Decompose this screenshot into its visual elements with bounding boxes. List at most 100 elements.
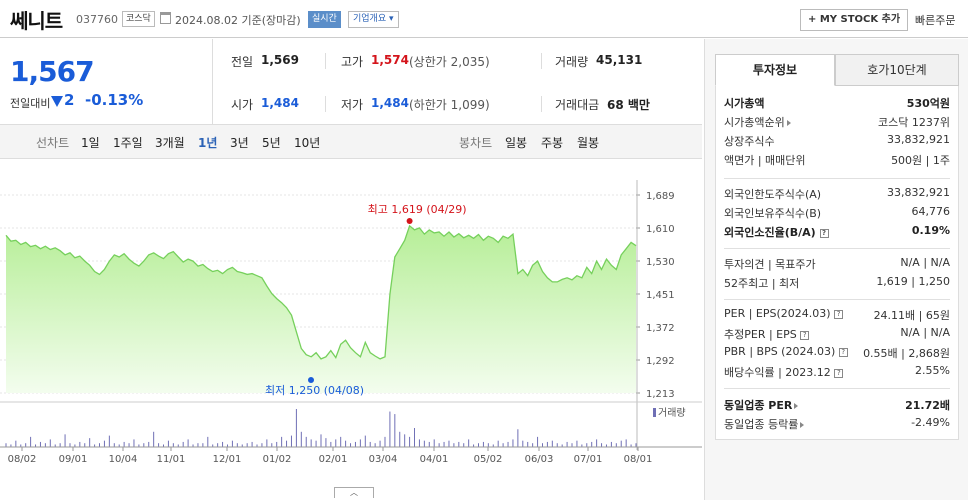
quick-order-link[interactable]: 빠른주문 xyxy=(915,14,956,27)
sector-per-label: 동일업종 PER xyxy=(724,397,799,413)
help-icon[interactable]: ? xyxy=(838,347,848,357)
market-cap-value: 530억원 xyxy=(906,97,950,110)
info-row: 시가총액 530억원 xyxy=(724,95,950,113)
prev-close-label: 전일 xyxy=(231,55,254,69)
investment-info-panel: 투자정보 호가10단계 시가총액 530억원 시가총액순위 코스닥 1237위 … xyxy=(704,39,968,500)
low-value: 1,484 xyxy=(371,96,409,110)
tab-line-chart[interactable]: 선차트 xyxy=(36,136,70,150)
pbr-bps-label: PBR | BPS (2024.03) ? xyxy=(724,345,848,358)
help-icon[interactable]: ? xyxy=(819,228,829,238)
info-row: PER | EPS(2024.03) ? 24.11배 | 65원 xyxy=(724,307,950,325)
tab-candle-monthly[interactable]: 월봉 xyxy=(577,136,600,150)
change-value: 2 xyxy=(64,91,75,109)
low-annotation: 최저 1,250 (04/08) xyxy=(265,384,364,397)
down-arrow-icon xyxy=(51,96,63,107)
tab-period-1d[interactable]: 1일 xyxy=(81,136,100,150)
low-marker xyxy=(308,377,314,383)
foreign-ratio-value: 0.19% xyxy=(911,224,950,237)
divider xyxy=(541,53,542,69)
sector-change-value: -2.49% xyxy=(911,416,950,429)
price-stats: 전일 1,569 고가 1,574 (상한가 2,035) 거래량 45,131… xyxy=(212,39,702,125)
x-tick-label: 10/04 xyxy=(109,454,138,465)
info-row: 배당수익률 | 2023.12 ? 2.55% xyxy=(724,364,950,382)
info-row[interactable]: 시가총액순위 코스닥 1237위 xyxy=(724,114,950,132)
52w-range-label: 52주최고 | 최저 xyxy=(724,277,800,290)
market-badge: 코스닥 xyxy=(122,11,155,27)
y-tick-label: 1,292 xyxy=(646,356,675,367)
market-cap-rank-label: 시가총액순위 xyxy=(724,114,791,130)
help-icon[interactable]: ? xyxy=(800,330,810,340)
market-cap-rank-value: 코스닥 1237위 xyxy=(878,116,950,129)
dividend-yield-label: 배당수익률 | 2023.12 ? xyxy=(724,364,844,380)
tab-candle-daily[interactable]: 일봉 xyxy=(505,136,528,150)
tab-period-3m[interactable]: 3개월 xyxy=(155,136,185,150)
est-per-value: N/A | N/A xyxy=(900,326,950,339)
volume-value: 45,131 xyxy=(596,53,643,67)
price-chart[interactable]: 1,689 1,610 1,530 1,451 1,372 1,292 1,213 08/0… xyxy=(0,160,702,490)
x-tick-label: 01/02 xyxy=(263,454,292,465)
help-icon[interactable]: ? xyxy=(834,309,844,319)
high-annotation: 최고 1,619 (04/29) xyxy=(368,203,467,216)
face-value-label: 액면가 | 매매단위 xyxy=(724,154,806,167)
arrow-right-icon xyxy=(794,403,799,409)
x-tick-label: 04/01 xyxy=(420,454,449,465)
y-tick-label: 1,213 xyxy=(646,389,675,400)
divider xyxy=(724,248,950,249)
divider xyxy=(325,53,326,69)
volume-legend: 거래량 xyxy=(658,407,686,419)
company-overview-button[interactable]: 기업개요 ▾ xyxy=(348,11,399,28)
per-eps-value: 24.11배 | 65원 xyxy=(873,309,950,322)
x-tick-label: 11/01 xyxy=(157,454,186,465)
chart-collapse-button[interactable]: ︿ xyxy=(334,487,374,498)
stock-name: 쎄니트 xyxy=(10,9,63,33)
trading-amount-value: 68 백만 xyxy=(607,98,650,112)
listed-shares-value: 33,832,921 xyxy=(887,133,950,146)
tab-period-3y[interactable]: 3년 xyxy=(230,136,249,150)
info-row[interactable]: 동일업종 등락률 -2.49% xyxy=(724,416,950,434)
sector-per-value: 21.72배 xyxy=(905,399,950,412)
info-row: 추정PER | EPS ? N/A | N/A xyxy=(724,326,950,344)
realtime-button[interactable]: 실시간 xyxy=(308,11,341,28)
lower-limit: (하한가 1,099) xyxy=(409,98,490,112)
info-row: 외국인보유주식수(B) 64,776 xyxy=(724,205,950,223)
tab-candle-chart[interactable]: 봉차트 xyxy=(459,136,493,150)
current-price: 1,567 xyxy=(10,55,95,88)
add-mystock-button[interactable]: + MY STOCK 추가 xyxy=(800,9,909,31)
y-tick-label: 1,610 xyxy=(646,224,675,235)
low-label: 저가 xyxy=(341,98,364,112)
tab-order-book[interactable]: 호가10단계 xyxy=(835,54,959,86)
tab-period-1y[interactable]: 1년 xyxy=(198,136,218,150)
tab-period-1w[interactable]: 1주일 xyxy=(113,136,143,150)
x-tick-label: 08/01 xyxy=(624,454,653,465)
x-tick-label: 12/01 xyxy=(213,454,242,465)
x-tick-label: 09/01 xyxy=(59,454,88,465)
market-cap-label: 시가총액 xyxy=(724,97,765,110)
arrow-right-icon xyxy=(786,120,791,126)
y-tick-label: 1,372 xyxy=(646,323,675,334)
investment-info-list: 시가총액 530억원 시가총액순위 코스닥 1237위 상장주식수 33,832… xyxy=(715,86,959,440)
high-marker xyxy=(406,218,413,224)
pbr-bps-value: 0.55배 | 2,868원 xyxy=(863,347,950,360)
y-tick-label: 1,451 xyxy=(646,290,675,301)
tab-period-5y[interactable]: 5년 xyxy=(262,136,281,150)
tab-investment-info[interactable]: 투자정보 xyxy=(715,54,835,86)
price-chart-svg: 1,689 1,610 1,530 1,451 1,372 1,292 1,213 08/0… xyxy=(0,180,702,465)
upper-limit: (상한가 2,035) xyxy=(409,55,490,69)
x-tick-label: 07/01 xyxy=(574,454,603,465)
info-row: PBR | BPS (2024.03) ? 0.55배 | 2,868원 xyxy=(724,345,950,363)
divider xyxy=(325,96,326,112)
y-tick-label: 1,689 xyxy=(646,191,675,202)
foreign-limit-value: 33,832,921 xyxy=(887,186,950,199)
stock-code: 037760 xyxy=(76,13,118,26)
high-value: 1,574 xyxy=(371,53,409,67)
tab-candle-weekly[interactable]: 주봉 xyxy=(541,136,564,150)
listed-shares-label: 상장주식수 xyxy=(724,135,775,148)
est-per-label: 추정PER | EPS ? xyxy=(724,326,810,342)
info-row[interactable]: 동일업종 PER 21.72배 xyxy=(724,397,950,415)
x-tick-label: 03/04 xyxy=(369,454,398,465)
face-value-value: 500원 | 1주 xyxy=(891,154,950,167)
x-tick-label: 08/02 xyxy=(8,454,37,465)
open-label: 시가 xyxy=(231,98,254,112)
help-icon[interactable]: ? xyxy=(834,368,844,378)
tab-period-10y[interactable]: 10년 xyxy=(294,136,321,150)
